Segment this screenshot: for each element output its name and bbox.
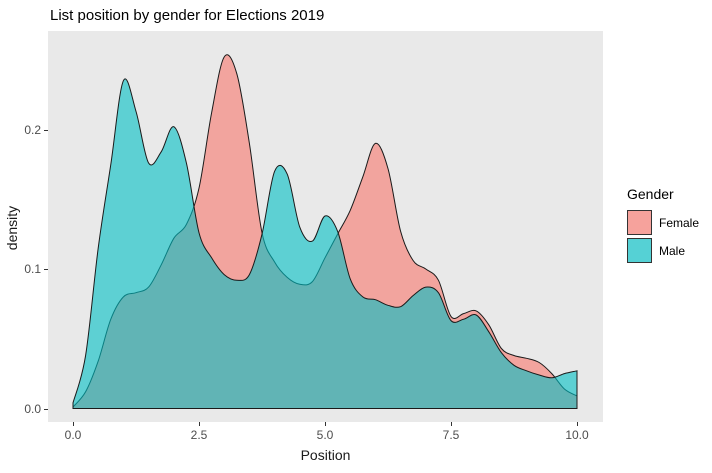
y-tick-label: 0.0 <box>24 401 41 416</box>
legend-item-female: Female <box>614 210 710 235</box>
y-tick-mark <box>44 269 48 270</box>
x-axis-title: Position <box>300 447 351 463</box>
y-axis-title: density <box>4 205 20 251</box>
x-tick-mark <box>73 422 74 426</box>
chart-title: List position by gender for Elections 20… <box>50 7 325 24</box>
legend-label-female: Female <box>659 215 700 230</box>
y-tick-label: 0.2 <box>24 122 41 137</box>
legend-title: Gender <box>627 186 674 202</box>
density-area-male <box>72 78 578 409</box>
plot-panel <box>48 31 603 422</box>
legend-item-male: Male <box>614 238 710 263</box>
x-tick-mark <box>325 422 326 426</box>
x-tick-label: 10.0 <box>565 428 589 442</box>
x-tick-mark <box>577 422 578 426</box>
y-tick-mark <box>44 408 48 410</box>
x-tick-label: 7.5 <box>442 428 460 442</box>
male-swatch-icon <box>627 238 652 263</box>
y-tick-label: 0.1 <box>24 262 41 276</box>
density-curves-canvas <box>48 31 603 422</box>
x-tick-mark <box>199 422 200 426</box>
x-tick-label: 0.0 <box>64 428 82 442</box>
female-swatch-icon <box>627 210 652 235</box>
y-tick-mark <box>44 129 48 131</box>
legend-label-male: Male <box>659 243 686 258</box>
x-tick-mark <box>451 422 452 426</box>
x-tick-label: 5.0 <box>316 428 334 442</box>
legend: Gender Female Male <box>614 186 710 266</box>
x-tick-label: 2.5 <box>190 428 208 442</box>
